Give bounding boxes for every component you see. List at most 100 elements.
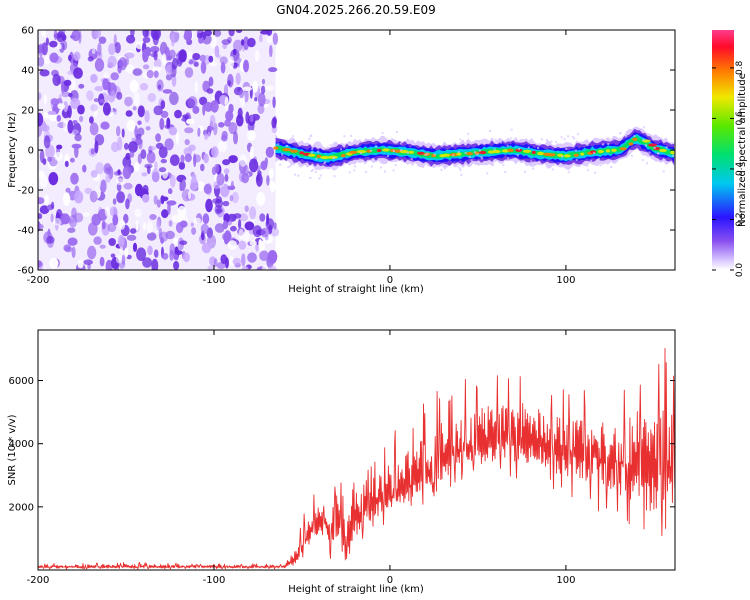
noise-blob: [87, 56, 94, 62]
signal-speckle: [563, 138, 566, 141]
noise-blob: [268, 167, 274, 179]
noise-blob: [99, 98, 105, 103]
noise-blob: [222, 200, 230, 207]
noise-blob: [255, 173, 263, 187]
spectrogram-y-axis-label: Frequency (Hz): [7, 112, 18, 188]
noise-blob: [70, 78, 76, 93]
signal-speckle: [386, 155, 389, 158]
noise-blob: [150, 46, 160, 53]
noise-blob: [194, 217, 201, 224]
noise-blob: [175, 130, 179, 145]
noise-blob: [261, 78, 266, 85]
signal-hotspot: [376, 148, 382, 153]
noise-blob: [41, 30, 46, 37]
signal-speckle: [350, 134, 352, 137]
signal-speckle: [491, 139, 493, 142]
noise-blob: [43, 194, 49, 205]
noise-blob: [146, 221, 153, 234]
noise-blob: [94, 85, 104, 92]
noise-blob: [137, 105, 145, 118]
signal-hotspot: [642, 139, 651, 143]
noise-blob: [230, 225, 237, 232]
noise-blob: [132, 106, 137, 111]
signal-speckle: [440, 169, 443, 171]
noise-blob: [252, 225, 263, 238]
noise-blob: [214, 163, 220, 174]
noise-blob: [227, 80, 232, 86]
noise-blob: [169, 91, 179, 106]
noise-blob: [200, 223, 209, 234]
noise-blob: [206, 88, 214, 94]
noise-blob: [123, 213, 129, 224]
noise-blob: [129, 79, 139, 93]
noise-blob: [219, 183, 230, 198]
signal-speckle: [456, 165, 459, 168]
noise-blob: [173, 260, 180, 270]
noise-blob: [38, 112, 44, 127]
noise-blob: [63, 101, 69, 113]
noise-blob: [213, 122, 218, 136]
noise-blob: [201, 242, 212, 254]
spectrogram-heatmap: [38, 30, 675, 270]
noise-blob: [242, 86, 253, 92]
noise-blob: [97, 42, 102, 56]
noise-blob: [102, 78, 109, 91]
noise-blob: [204, 133, 208, 140]
signal-speckle: [642, 138, 645, 141]
noise-blob: [204, 101, 213, 112]
noise-blob: [43, 94, 48, 105]
noise-blob: [180, 154, 185, 163]
noise-blob: [187, 96, 198, 109]
signal-speckle: [370, 165, 373, 168]
signal-speckle: [468, 141, 471, 143]
noise-blob: [172, 30, 182, 33]
signal-speckle: [315, 157, 318, 160]
noise-blob: [178, 161, 186, 170]
signal-speckle: [492, 164, 494, 167]
noise-blob: [141, 194, 150, 203]
noise-blob: [269, 44, 273, 58]
colorbar-label: Normalized spectral amplitude: [737, 73, 748, 227]
noise-blob: [124, 96, 133, 107]
x-tick-label: -200: [27, 275, 50, 286]
noise-blob: [210, 34, 217, 49]
noise-blob: [146, 70, 154, 79]
noise-blob: [125, 198, 130, 210]
signal-speckle: [309, 177, 312, 179]
y-tick-label: -40: [18, 226, 34, 237]
noise-blob: [257, 103, 265, 115]
noise-blob: [136, 133, 142, 139]
signal-speckle: [466, 140, 469, 143]
noise-blob: [135, 219, 139, 231]
noise-blob: [229, 56, 235, 69]
noise-blob: [216, 173, 225, 186]
noise-blob: [153, 50, 158, 61]
noise-blob: [87, 222, 98, 236]
signal-speckle: [599, 164, 602, 167]
noise-blob: [246, 130, 256, 141]
noise-blob: [228, 155, 238, 164]
signal-hotspot: [299, 151, 305, 155]
noise-blob: [73, 67, 83, 79]
noise-blob: [146, 232, 157, 241]
noise-blob: [119, 246, 124, 254]
noise-blob: [208, 76, 214, 87]
noise-blob: [183, 252, 190, 263]
noise-blob: [247, 252, 257, 263]
noise-blob: [242, 266, 249, 270]
signal-hotspot: [573, 153, 579, 157]
noise-blob: [41, 124, 50, 132]
noise-blob: [169, 249, 174, 261]
noise-blob: [249, 240, 257, 247]
signal-speckle: [590, 159, 593, 162]
noise-blob: [105, 173, 111, 183]
signal-speckle: [662, 170, 665, 173]
noise-blob: [173, 238, 178, 244]
noise-blob: [250, 146, 254, 159]
signal-speckle: [468, 165, 471, 168]
noise-blob: [142, 36, 151, 44]
noise-blob: [273, 118, 277, 125]
noise-blob: [213, 258, 218, 267]
colorbar-gradient: [712, 30, 734, 270]
noise-blob: [69, 157, 75, 163]
